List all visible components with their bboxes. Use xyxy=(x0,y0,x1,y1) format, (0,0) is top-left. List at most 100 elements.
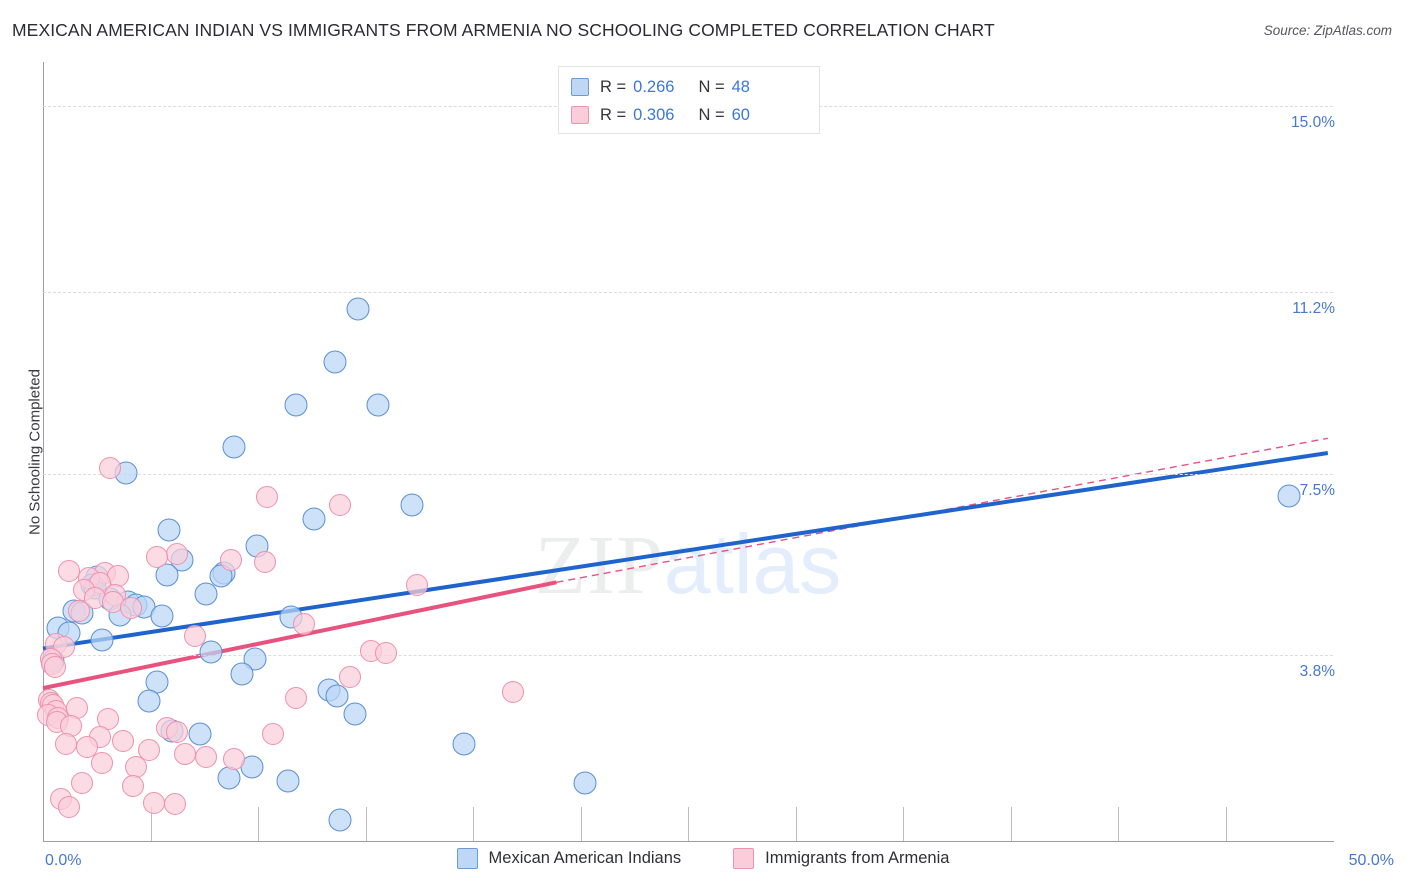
y-tick-label: 15.0% xyxy=(1291,114,1335,132)
y-axis-line xyxy=(43,62,44,841)
scatter-point xyxy=(230,662,254,686)
scatter-point xyxy=(452,732,476,756)
scatter-point xyxy=(75,735,98,758)
scatter-point xyxy=(99,456,122,479)
n-value-blue: 48 xyxy=(731,77,750,96)
r-label-blue: R = xyxy=(600,77,627,96)
stats-row-blue: R = 0.266 N = 48 xyxy=(571,73,807,101)
x-axis-tick xyxy=(258,807,259,841)
legend-label-pink: Immigrants from Armenia xyxy=(765,849,950,867)
scatter-point xyxy=(276,769,300,793)
x-axis-tick xyxy=(1225,807,1227,841)
x-axis-line xyxy=(43,841,1334,842)
scatter-point xyxy=(70,772,93,795)
scatter-point xyxy=(188,722,212,746)
r-value-pink: 0.306 xyxy=(633,105,675,124)
scatter-point xyxy=(119,596,142,619)
scatter-point xyxy=(142,791,165,814)
y-axis-title: No Schooling Completed xyxy=(26,368,44,535)
scatter-point xyxy=(145,545,168,568)
scatter-point xyxy=(194,582,218,606)
x-axis-tick xyxy=(580,807,582,841)
r-value-blue: 0.266 xyxy=(633,77,675,96)
scatter-point xyxy=(217,766,241,790)
scatter-point xyxy=(122,775,145,798)
scatter-point xyxy=(124,755,147,778)
gridline xyxy=(43,654,1333,656)
scatter-point xyxy=(173,742,196,765)
scatter-point xyxy=(157,518,181,542)
scatter-point xyxy=(222,747,245,770)
scatter-point xyxy=(57,559,80,582)
y-tick-label: 11.2% xyxy=(1292,300,1335,318)
scatter-point xyxy=(1277,484,1301,508)
x-axis-tick xyxy=(1118,807,1119,841)
scatter-point xyxy=(292,613,315,636)
scatter-point xyxy=(194,745,217,768)
scatter-point xyxy=(91,751,114,774)
scatter-point xyxy=(184,625,207,648)
scatter-point xyxy=(68,599,91,622)
scatter-point xyxy=(166,542,189,565)
scatter-point xyxy=(163,793,186,816)
y-tick-label: 7.5% xyxy=(1299,481,1335,499)
r-label-pink: R = xyxy=(600,105,627,124)
scatter-point xyxy=(222,435,246,459)
legend-label-blue: Mexican American Indians xyxy=(488,849,682,867)
x-axis-tick xyxy=(795,807,797,841)
scatter-point xyxy=(328,808,352,832)
scatter-point xyxy=(339,665,362,688)
x-axis-min-label: 0.0% xyxy=(45,852,82,869)
series-swatch-blue-icon xyxy=(571,78,589,96)
n-label-pink: N = xyxy=(698,105,725,124)
legend-swatch-blue-icon xyxy=(456,848,478,869)
scatter-point xyxy=(406,574,429,597)
scatter-point xyxy=(501,680,524,703)
n-value-pink: 60 xyxy=(731,105,750,124)
scatter-point xyxy=(111,729,134,752)
page-title: MEXICAN AMERICAN INDIAN VS IMMIGRANTS FR… xyxy=(12,20,995,40)
scatter-point xyxy=(55,732,78,755)
scatter-point xyxy=(90,628,114,652)
scatter-point xyxy=(375,641,398,664)
scatter-point xyxy=(150,604,174,628)
legend-item-mexican-american-indians[interactable]: Mexican American Indians xyxy=(456,848,682,869)
legend-item-immigrants-from-armenia[interactable]: Immigrants from Armenia xyxy=(733,848,949,869)
x-axis-tick xyxy=(903,807,904,841)
x-axis-tick xyxy=(365,807,367,841)
x-axis-tick xyxy=(473,807,474,841)
scatter-point xyxy=(253,550,276,573)
scatter-point xyxy=(220,548,243,571)
scatter-point xyxy=(302,507,326,531)
plot-area: ZIPatlas No Schooling Completed 15.0%11.… xyxy=(27,62,1335,841)
scatter-point xyxy=(261,723,284,746)
trendlines-layer xyxy=(42,437,1329,691)
gridline xyxy=(43,473,1333,475)
scatter-point xyxy=(155,563,179,587)
x-axis-max-label: 50.0% xyxy=(1348,852,1394,869)
legend-swatch-pink-icon xyxy=(733,848,755,869)
scatter-point xyxy=(573,771,597,795)
correlation-stats-box: R = 0.266 N = 48 R = 0.306 N = 60 xyxy=(558,66,820,134)
n-label-blue: N = xyxy=(698,77,725,96)
scatter-point xyxy=(43,656,66,679)
scatter-point xyxy=(199,640,223,664)
scatter-point xyxy=(166,721,189,744)
x-axis-tick xyxy=(150,807,152,841)
stats-row-pink: R = 0.306 N = 60 xyxy=(571,101,807,129)
trendline-blue xyxy=(42,450,1329,651)
scatter-point xyxy=(328,494,351,517)
scatter-point xyxy=(137,689,161,713)
scatter-point xyxy=(57,795,80,818)
scatter-point xyxy=(346,297,370,321)
scatter-point xyxy=(284,393,308,417)
scatter-point xyxy=(137,739,160,762)
trendline-pink xyxy=(42,580,557,691)
scatter-point xyxy=(400,493,424,517)
series-swatch-pink-icon xyxy=(571,106,589,124)
trendline-pink-extension xyxy=(556,437,1328,584)
scatter-point xyxy=(325,684,349,708)
source-attribution: Source: ZipAtlas.com xyxy=(1263,23,1392,38)
y-tick-label: 3.8% xyxy=(1299,662,1335,680)
